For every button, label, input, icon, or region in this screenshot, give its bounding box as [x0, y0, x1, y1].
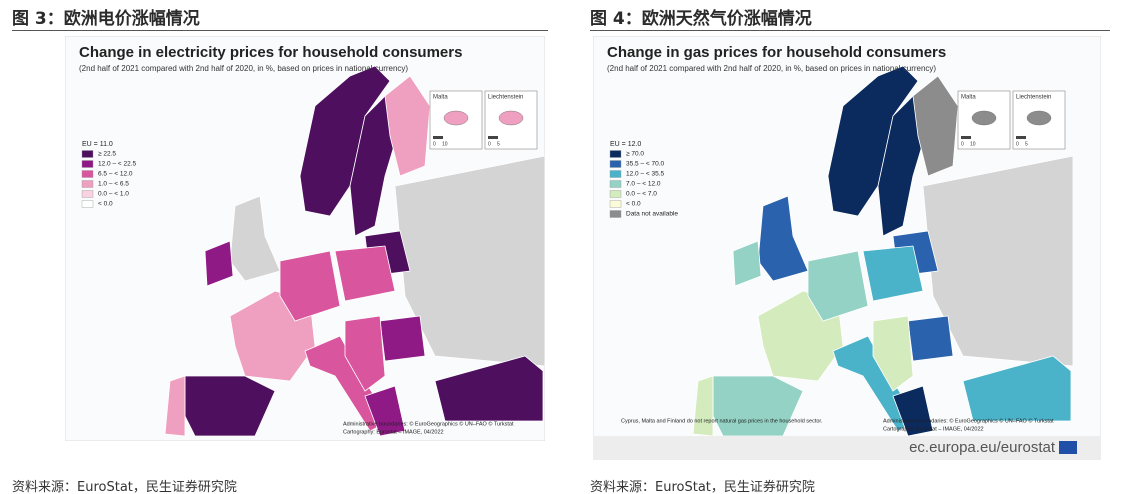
eu-flag	[1059, 441, 1077, 454]
legend-swatch	[81, 180, 94, 188]
inset-shape	[971, 110, 997, 126]
inset-scale-label: 0	[488, 141, 491, 147]
caption-rule	[12, 30, 548, 31]
country	[384, 75, 431, 177]
country	[434, 355, 544, 422]
country	[279, 250, 341, 322]
inset-name: Malta	[433, 95, 448, 101]
inset-shape	[443, 110, 469, 126]
legend-title: EU = 12.0	[610, 141, 641, 148]
inset-shape	[498, 110, 524, 126]
map-credit: Administrative boundaries: © EuroGeograp…	[343, 420, 514, 427]
country	[877, 95, 929, 237]
branding-bar	[593, 436, 1101, 460]
country	[334, 245, 396, 302]
legend-swatch	[609, 180, 622, 188]
country	[807, 250, 869, 322]
legend-label: 1.0 – < 6.5	[98, 181, 129, 188]
inset-scale-label: 5	[1025, 141, 1028, 147]
inset-name: Liechtenstein	[488, 95, 523, 101]
map-footnote: Cyprus, Malta and Finland do not report …	[621, 418, 823, 424]
legend-label: ≥ 70.0	[626, 151, 644, 158]
legend-swatch	[609, 170, 622, 178]
country	[364, 385, 406, 437]
inset-scale	[1016, 136, 1026, 139]
legend-label: 0.0 – < 1.0	[98, 191, 129, 198]
legend-label: < 0.0	[626, 201, 641, 208]
legend-swatch	[609, 190, 622, 198]
figure-caption: 图 4：欧洲天然气价涨幅情况	[590, 9, 812, 29]
legend-swatch	[81, 170, 94, 178]
country	[394, 155, 545, 367]
inset-scale-label: 10	[970, 141, 976, 147]
country	[962, 355, 1072, 422]
country	[862, 245, 924, 302]
country	[732, 240, 762, 287]
legend-swatch	[81, 160, 94, 168]
country	[204, 240, 234, 287]
map-subtitle: (2nd half of 2021 compared with 2nd half…	[79, 64, 408, 73]
branding: ec.europa.eu/eurostat	[909, 439, 1056, 456]
map-subtitle: (2nd half of 2021 compared with 2nd half…	[607, 64, 936, 73]
legend-label: 0.0 – < 7.0	[626, 191, 657, 198]
map-title: Change in electricity prices for househo…	[79, 44, 462, 61]
legend-swatch	[609, 160, 622, 168]
map-credit: Cartography: Eurostat – IMAGE, 04/2022	[883, 426, 984, 432]
country	[164, 375, 186, 437]
legend-swatch	[81, 190, 94, 198]
figure-caption: 图 3：欧洲电价涨幅情况	[12, 9, 200, 29]
country	[922, 155, 1074, 367]
inset-name: Malta	[961, 95, 976, 101]
country	[907, 315, 954, 362]
map-title: Change in gas prices for household consu…	[607, 44, 946, 61]
legend-swatch	[609, 150, 622, 158]
country	[872, 315, 914, 392]
inset-name: Liechtenstein	[1016, 95, 1051, 101]
legend-label: Data not available	[626, 211, 678, 218]
map-figure: Change in electricity prices for househo…	[65, 36, 545, 441]
inset-scale	[488, 136, 498, 139]
legend-label: < 0.0	[98, 201, 113, 208]
caption-rule	[590, 30, 1110, 31]
inset-scale	[961, 136, 971, 139]
legend-swatch	[81, 150, 94, 158]
source-note: 资料来源：EuroStat，民生证券研究院	[12, 480, 237, 494]
inset-shape	[1026, 110, 1052, 126]
country	[349, 95, 401, 237]
legend-swatch	[609, 200, 622, 208]
inset-scale-label: 0	[1016, 141, 1019, 147]
legend-label: 12.0 – < 35.5	[626, 171, 665, 178]
legend-title: EU = 11.0	[82, 141, 113, 148]
legend-label: 12.0 – < 22.5	[98, 161, 137, 168]
map-figure: Change in gas prices for household consu…	[593, 36, 1101, 460]
map-credit: Cartography: Eurostat – IMAGE, 04/2022	[343, 429, 444, 435]
country	[379, 315, 426, 362]
inset-scale-label: 0	[433, 141, 436, 147]
inset-scale	[433, 136, 443, 139]
map-credit: Administrative boundaries: © EuroGeograp…	[883, 417, 1054, 424]
legend-label: ≥ 22.5	[98, 151, 116, 158]
legend-label: 35.5 – < 70.0	[626, 161, 665, 168]
inset-scale-label: 0	[961, 141, 964, 147]
legend-label: 6.5 – < 12.0	[98, 171, 133, 178]
country	[344, 315, 386, 392]
source-note: 资料来源：EuroStat，民生证券研究院	[590, 480, 815, 494]
inset-scale-label: 10	[442, 141, 448, 147]
country	[912, 75, 959, 177]
inset-scale-label: 5	[497, 141, 500, 147]
legend-label: 7.0 – < 12.0	[626, 181, 661, 188]
legend-swatch	[609, 210, 622, 218]
country	[892, 385, 934, 437]
legend-swatch	[81, 200, 94, 208]
